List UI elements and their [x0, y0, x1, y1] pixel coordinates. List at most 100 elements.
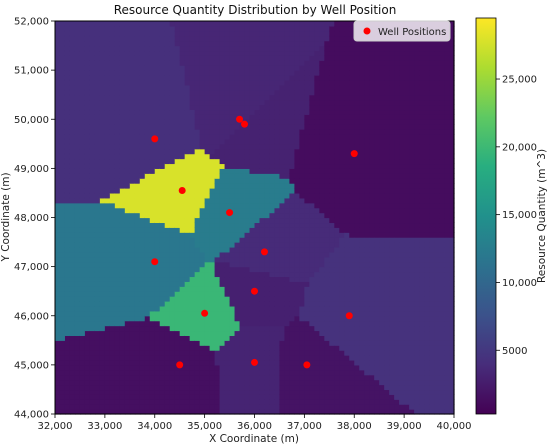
- heatmap-cell: [55, 301, 61, 307]
- heatmap-cell: [309, 261, 315, 268]
- heatmap-cell: [224, 237, 231, 243]
- heatmap-cell: [84, 301, 91, 307]
- heatmap-cell: [354, 345, 360, 351]
- heatmap-cell: [129, 133, 136, 140]
- heatmap-cell: [289, 281, 295, 287]
- heatmap-cell: [359, 89, 365, 96]
- heatmap-cell: [214, 409, 221, 415]
- heatmap-cell: [334, 345, 340, 351]
- heatmap-cell: [119, 133, 126, 140]
- heatmap-cell: [149, 232, 156, 238]
- heatmap-cell: [204, 330, 211, 336]
- heatmap-cell: [109, 50, 116, 56]
- heatmap-cell: [184, 261, 191, 268]
- heatmap-cell: [339, 114, 345, 120]
- heatmap-cell: [274, 320, 281, 327]
- heatmap-cell: [299, 355, 305, 361]
- heatmap-cell: [119, 173, 126, 179]
- heatmap-cell: [189, 109, 196, 115]
- heatmap-cell: [74, 251, 81, 258]
- heatmap-cell: [239, 310, 246, 317]
- heatmap-cell: [274, 45, 281, 52]
- heatmap-cell: [229, 256, 236, 263]
- heatmap-cell: [279, 301, 286, 307]
- heatmap-cell: [164, 35, 171, 42]
- heatmap-cell: [289, 202, 295, 209]
- heatmap-cell: [159, 305, 166, 312]
- heatmap-cell: [109, 232, 116, 238]
- heatmap-cell: [99, 404, 106, 410]
- heatmap-cell: [194, 335, 201, 341]
- heatmap-cell: [114, 389, 121, 395]
- heatmap-cell: [359, 261, 365, 268]
- heatmap-cell: [164, 281, 171, 287]
- heatmap-cell: [294, 75, 300, 81]
- heatmap-cell: [269, 296, 276, 302]
- heatmap-cell: [269, 256, 276, 263]
- heatmap-cell: [279, 261, 286, 268]
- heatmap-cell: [269, 158, 276, 165]
- heatmap-cell: [204, 104, 211, 111]
- heatmap-cell: [204, 119, 211, 125]
- heatmap-cell: [144, 188, 151, 194]
- heatmap-cell: [349, 163, 355, 169]
- heatmap-cell: [284, 138, 291, 145]
- heatmap-cell: [164, 315, 171, 322]
- heatmap-cell: [109, 340, 116, 346]
- heatmap-cell: [159, 340, 166, 346]
- heatmap-cell: [79, 163, 86, 169]
- heatmap-cell: [244, 340, 251, 346]
- heatmap-cell: [304, 138, 310, 145]
- heatmap-cell: [214, 89, 221, 96]
- heatmap-cell: [184, 350, 191, 356]
- heatmap-cell: [324, 379, 330, 386]
- heatmap-cell: [179, 212, 186, 219]
- heatmap-cell: [314, 261, 320, 268]
- heatmap-cell: [64, 94, 71, 101]
- heatmap-cell: [284, 266, 291, 273]
- heatmap-cell: [164, 379, 171, 386]
- heatmap-cell: [99, 202, 106, 209]
- heatmap-cell: [104, 251, 111, 258]
- heatmap-cell: [199, 124, 206, 130]
- heatmap-cell: [104, 133, 111, 140]
- heatmap-cell: [349, 30, 355, 37]
- heatmap-cell: [164, 374, 171, 381]
- heatmap-cell: [309, 153, 315, 160]
- heatmap-cell: [64, 222, 71, 228]
- heatmap-cell: [79, 384, 86, 391]
- heatmap-cell: [169, 143, 176, 150]
- heatmap-cell: [69, 35, 76, 42]
- heatmap-cell: [129, 256, 136, 263]
- heatmap-cell: [249, 104, 256, 111]
- heatmap-cell: [144, 138, 151, 145]
- heatmap-cell: [349, 315, 355, 322]
- heatmap-cell: [314, 394, 320, 400]
- heatmap-cell: [199, 222, 206, 228]
- heatmap-cell: [224, 70, 231, 76]
- heatmap-cell: [94, 158, 101, 165]
- heatmap-cell: [129, 399, 136, 405]
- heatmap-cell: [324, 158, 330, 165]
- heatmap-cell: [259, 65, 266, 71]
- heatmap-cell: [104, 355, 111, 361]
- heatmap-cell: [174, 330, 181, 336]
- heatmap-cell: [174, 315, 181, 322]
- heatmap-cell: [124, 335, 131, 341]
- heatmap-cell: [194, 30, 201, 37]
- heatmap-cell: [199, 369, 206, 376]
- heatmap-cell: [229, 202, 236, 209]
- heatmap-cell: [264, 384, 271, 391]
- heatmap-cell: [144, 355, 151, 361]
- heatmap-cell: [55, 374, 61, 381]
- heatmap-cell: [169, 30, 176, 37]
- heatmap-cell: [309, 364, 315, 371]
- heatmap-cell: [339, 212, 345, 219]
- heatmap-cell: [259, 99, 266, 106]
- heatmap-cell: [309, 183, 315, 189]
- heatmap-cell: [274, 60, 281, 66]
- heatmap-cell: [259, 330, 266, 336]
- heatmap-cell: [284, 50, 291, 56]
- heatmap-cell: [159, 330, 166, 336]
- heatmap-cell: [364, 315, 370, 322]
